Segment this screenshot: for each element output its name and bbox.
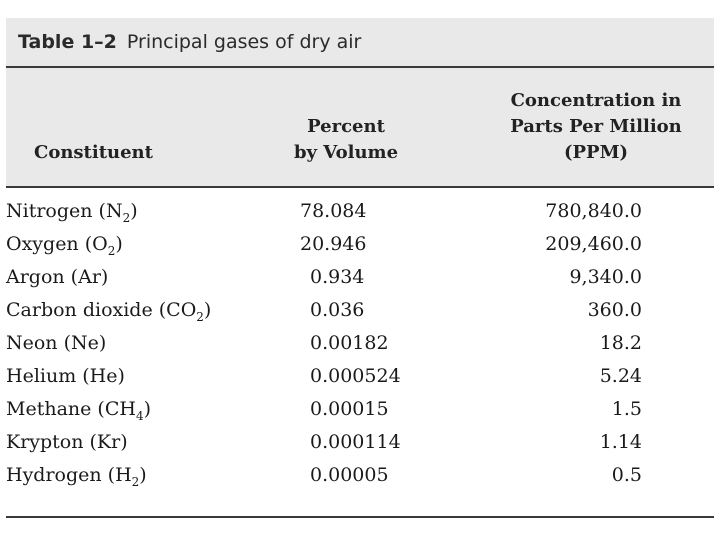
table-row: Carbon dioxide (CO2) 0.036 360.0 bbox=[0, 299, 720, 332]
table-title: Table 1–2 Principal gases of dry air bbox=[18, 31, 361, 53]
cell-constituent: Carbon dioxide (CO2) bbox=[6, 299, 212, 324]
cell-percent: 0.00005 bbox=[310, 464, 389, 486]
cell-ppm: 360.0 bbox=[587, 299, 642, 321]
cell-constituent: Methane (CH4) bbox=[6, 398, 152, 423]
cell-constituent: Argon (Ar) bbox=[6, 266, 109, 288]
cell-percent: 0.036 bbox=[310, 299, 365, 321]
cell-ppm: 5.24 bbox=[599, 365, 642, 387]
cell-percent: 20.946 bbox=[300, 233, 367, 255]
table-caption: Principal gases of dry air bbox=[126, 31, 362, 53]
table-row: Krypton (Kr) 0.000114 1.14 bbox=[0, 431, 720, 464]
cell-constituent: Helium (He) bbox=[6, 365, 125, 387]
cell-percent: 0.000524 bbox=[310, 365, 401, 387]
cell-percent: 0.00015 bbox=[310, 398, 389, 420]
table-bottom-rule bbox=[6, 516, 714, 518]
cell-ppm: 209,460.0 bbox=[545, 233, 642, 255]
header-ppm: Concentration in Parts Per Million (PPM) bbox=[496, 88, 696, 166]
cell-ppm: 780,840.0 bbox=[545, 200, 642, 222]
cell-constituent: Krypton (Kr) bbox=[6, 431, 128, 453]
header-ppm-line2: Parts Per Million bbox=[510, 116, 682, 137]
table-row: Neon (Ne) 0.00182 18.2 bbox=[0, 332, 720, 365]
table-row: Hydrogen (H2) 0.00005 0.5 bbox=[0, 464, 720, 497]
cell-constituent: Nitrogen (N2) bbox=[6, 200, 138, 225]
cell-ppm: 1.14 bbox=[599, 431, 642, 453]
cell-ppm: 1.5 bbox=[611, 398, 642, 420]
header-percent: Percent by Volume bbox=[276, 114, 416, 166]
cell-percent: 0.934 bbox=[310, 266, 365, 288]
header-percent-line2: by Volume bbox=[293, 142, 399, 163]
cell-ppm: 9,340.0 bbox=[569, 266, 642, 288]
cell-percent: 78.084 bbox=[300, 200, 367, 222]
table-row: Oxygen (O2) 20.946 209,460.0 bbox=[0, 233, 720, 266]
cell-constituent: Hydrogen (H2) bbox=[6, 464, 147, 489]
cell-ppm: 18.2 bbox=[599, 332, 642, 354]
table-row: Argon (Ar) 0.934 9,340.0 bbox=[0, 266, 720, 299]
table-row: Nitrogen (N2) 78.084 780,840.0 bbox=[0, 200, 720, 233]
table-title-bar: Table 1–2 Principal gases of dry air bbox=[6, 18, 714, 68]
header-ppm-line1: Concentration in bbox=[510, 90, 682, 111]
header-ppm-line3: (PPM) bbox=[563, 142, 629, 163]
table-number: Table 1–2 bbox=[18, 31, 117, 53]
cell-constituent: Oxygen (O2) bbox=[6, 233, 123, 258]
cell-percent: 0.000114 bbox=[310, 431, 401, 453]
header-constituent: Constituent bbox=[34, 142, 153, 163]
table-header: Constituent Percent by Volume Concentrat… bbox=[6, 68, 714, 188]
table-row: Methane (CH4) 0.00015 1.5 bbox=[0, 398, 720, 431]
cell-ppm: 0.5 bbox=[611, 464, 642, 486]
cell-percent: 0.00182 bbox=[310, 332, 389, 354]
header-percent-line1: Percent bbox=[307, 116, 385, 137]
cell-constituent: Neon (Ne) bbox=[6, 332, 107, 354]
table-row: Helium (He) 0.000524 5.24 bbox=[0, 365, 720, 398]
